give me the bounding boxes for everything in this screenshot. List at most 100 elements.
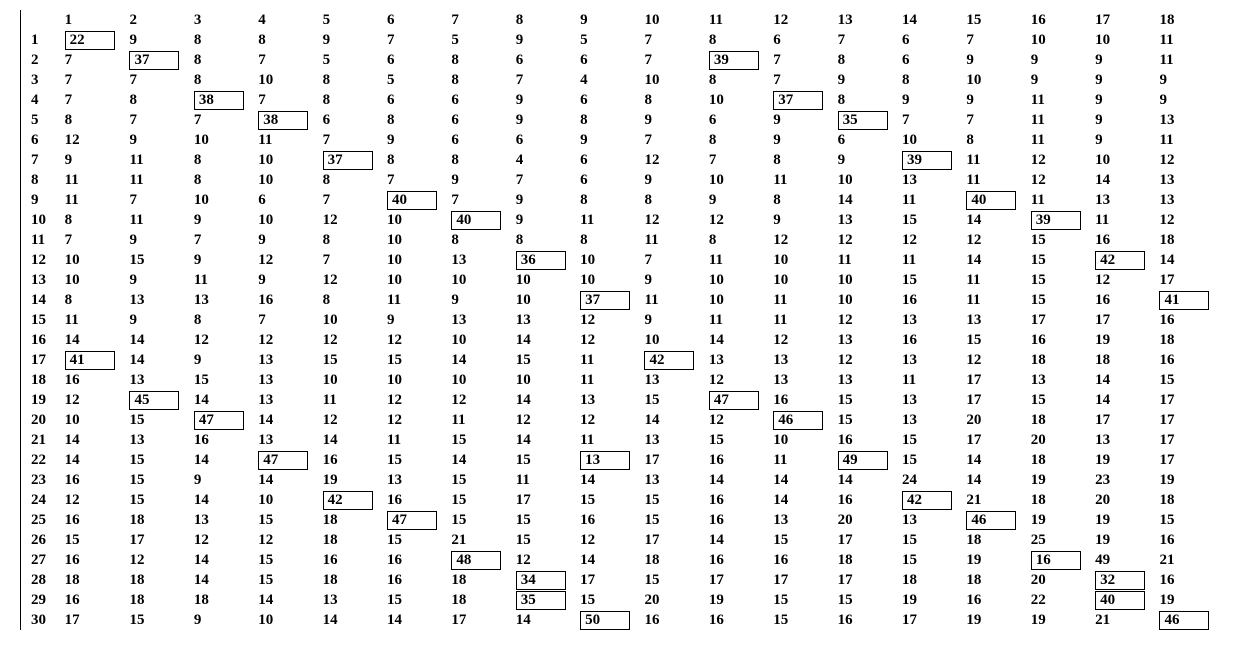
cell: 8: [576, 190, 640, 210]
cell: 8: [769, 150, 833, 170]
cell-value: 7: [65, 232, 81, 249]
cell-value: 12: [1031, 152, 1047, 169]
cell-value: 9: [194, 252, 210, 269]
cell: 9: [576, 130, 640, 150]
cell-value: 7: [129, 72, 145, 89]
cell: 17: [1091, 410, 1155, 430]
cell: 9: [640, 110, 704, 130]
col-header-row: 123456789101112131415161718: [21, 10, 1221, 30]
cell: 16: [1155, 350, 1220, 370]
cell-value: 14: [516, 612, 532, 629]
cell: 7: [962, 30, 1026, 50]
cell-value: 7: [258, 92, 274, 109]
cell-value: 12: [709, 212, 725, 229]
col-header-label: 4: [258, 12, 274, 29]
row-header: 21: [21, 430, 61, 450]
cell: 9: [1091, 50, 1155, 70]
cell-value: 17: [1159, 412, 1175, 429]
cell-value: 10: [194, 132, 210, 149]
cell: 16: [1091, 290, 1155, 310]
cell: 11: [1027, 110, 1091, 130]
cell-value: 9: [709, 192, 725, 209]
cell: 9: [190, 350, 254, 370]
cell: 13: [512, 310, 576, 330]
cell: 16: [319, 450, 383, 470]
boxed-value: 16: [1031, 551, 1081, 570]
table-row: 29161818141315183515201915151916224019: [21, 590, 1221, 610]
cell: 6: [383, 50, 447, 70]
cell-value: 15: [644, 512, 660, 529]
cell: 7: [898, 110, 962, 130]
cell: 10: [1091, 150, 1155, 170]
cell-value: 11: [966, 152, 982, 169]
cell: 14: [769, 470, 833, 490]
cell: 17: [61, 610, 126, 630]
cell-value: 13: [838, 372, 854, 389]
cell: 9: [190, 470, 254, 490]
cell: 10: [834, 290, 898, 310]
cell: 8: [319, 230, 383, 250]
cell: 16: [61, 590, 126, 610]
cell-value: 6: [709, 112, 725, 129]
col-header: 10: [640, 10, 704, 30]
cell: 12: [319, 210, 383, 230]
cell-value: 11: [1031, 192, 1047, 209]
cell: 8: [447, 50, 511, 70]
cell-value: 9: [129, 232, 145, 249]
cell-value: 12: [323, 212, 339, 229]
cell-value: 12: [644, 152, 660, 169]
cell: 18: [640, 550, 704, 570]
cell: 50: [576, 610, 640, 630]
row-header: 29: [21, 590, 61, 610]
cell-value: 16: [773, 552, 789, 569]
cell-value: 16: [709, 452, 725, 469]
cell-value: 14: [451, 352, 467, 369]
cell: 9: [447, 290, 511, 310]
cell: 46: [769, 410, 833, 430]
cell: 14: [1091, 390, 1155, 410]
cell: 18: [1155, 230, 1220, 250]
cell-value: 18: [966, 532, 982, 549]
cell: 7: [254, 90, 318, 110]
col-header-label: 14: [902, 12, 918, 29]
row-header-label: 3: [31, 72, 47, 89]
cell-value: 15: [644, 392, 660, 409]
cell: 17: [640, 450, 704, 470]
cell: 9: [1091, 90, 1155, 110]
cell-value: 7: [644, 32, 660, 49]
cell: 18: [1027, 450, 1091, 470]
cell: 9: [769, 110, 833, 130]
cell: 6: [512, 50, 576, 70]
cell: 6: [383, 90, 447, 110]
cell-value: 8: [323, 232, 339, 249]
cell: 42: [319, 490, 383, 510]
cell-value: 15: [709, 432, 725, 449]
cell-value: 11: [65, 172, 81, 189]
cell-value: 7: [709, 152, 725, 169]
col-header-label: 3: [194, 12, 210, 29]
cell: 7: [962, 110, 1026, 130]
cell-value: 15: [451, 432, 467, 449]
cell: 15: [125, 410, 189, 430]
table-row: 20101547141212111212141246151320181717: [21, 410, 1221, 430]
cell: 11: [1027, 90, 1091, 110]
cell-value: 7: [644, 52, 660, 69]
cell: 15: [834, 590, 898, 610]
cell: 17: [962, 370, 1026, 390]
cell-value: 15: [902, 432, 918, 449]
cell: 12: [705, 370, 769, 390]
cell: 17: [834, 570, 898, 590]
cell-value: 17: [1031, 312, 1047, 329]
cell-value: 9: [1095, 132, 1111, 149]
cell: 14: [640, 410, 704, 430]
cell: 14: [447, 350, 511, 370]
row-header-label: 12: [31, 252, 47, 269]
cell-value: 6: [451, 92, 467, 109]
col-header: 17: [1091, 10, 1155, 30]
cell-value: 12: [65, 132, 81, 149]
cell-value: 16: [387, 552, 403, 569]
cell-value: 15: [387, 452, 403, 469]
cell: 36: [512, 250, 576, 270]
table-row: 58773868698969357711913: [21, 110, 1221, 130]
cell: 16: [1155, 530, 1220, 550]
